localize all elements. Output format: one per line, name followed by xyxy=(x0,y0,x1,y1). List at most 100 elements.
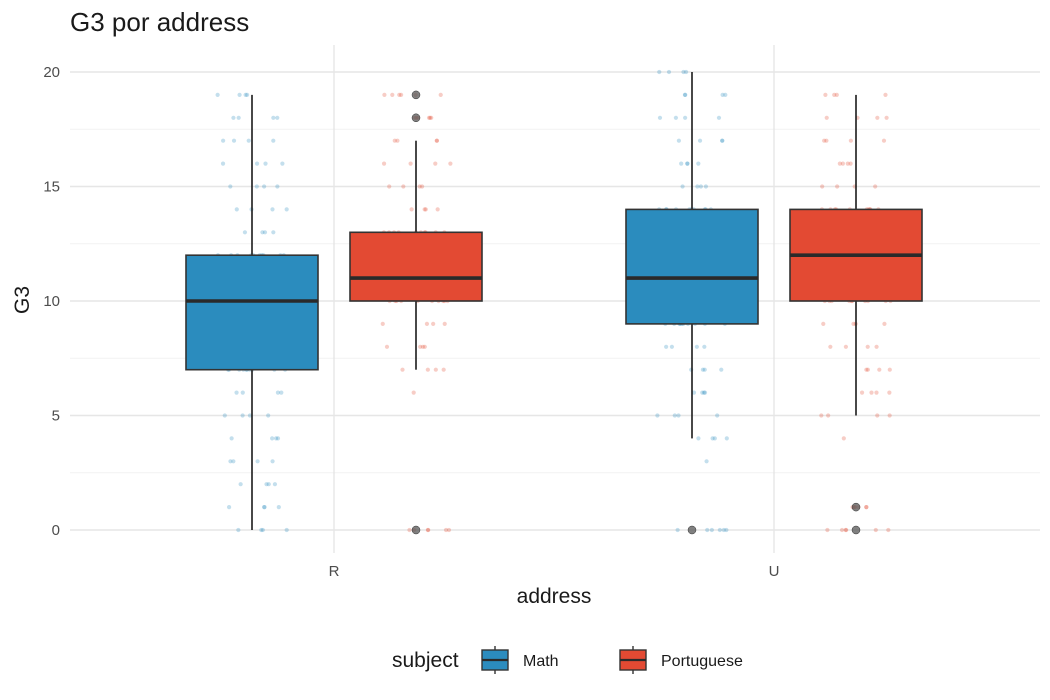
jitter-point xyxy=(700,390,705,395)
jitter-point xyxy=(409,207,414,212)
jitter-point xyxy=(851,321,856,326)
jitter-point xyxy=(676,413,681,418)
jitter-point xyxy=(666,69,672,75)
y-tick-label: 5 xyxy=(52,408,60,425)
jitter-point xyxy=(882,321,887,326)
jitter-point xyxy=(848,138,853,143)
jitter-point xyxy=(672,413,677,418)
jitter-point xyxy=(247,413,253,418)
jitter-point xyxy=(721,527,726,533)
jitter-point xyxy=(873,527,878,533)
jitter-point xyxy=(824,115,829,120)
jitter-point xyxy=(381,161,387,166)
jitter-point xyxy=(275,184,280,189)
jitter-point xyxy=(262,505,267,510)
jitter-point xyxy=(254,161,260,166)
legend-item-portuguese: Portuguese xyxy=(619,646,743,674)
jitter-point xyxy=(683,69,689,75)
jitter-point xyxy=(441,367,446,372)
outlier-point xyxy=(411,90,421,100)
jitter-point xyxy=(259,527,264,533)
jitter-point xyxy=(705,527,710,533)
jitter-point xyxy=(442,321,447,326)
jitter-point xyxy=(839,527,845,533)
jitter-point xyxy=(819,413,824,418)
jitter-point xyxy=(262,230,268,235)
jitter-point xyxy=(226,505,232,510)
jitter-point xyxy=(869,390,874,395)
legend: subject Math Portuguese xyxy=(392,646,743,674)
jitter-point xyxy=(392,138,397,143)
jitter-point xyxy=(723,92,728,97)
jitter-point xyxy=(874,390,879,395)
jitter-point xyxy=(275,115,280,120)
jitter-point xyxy=(864,505,869,510)
jitter-point xyxy=(424,321,430,326)
jitter-point xyxy=(700,367,706,372)
jitter-point xyxy=(841,436,846,441)
jitter-point xyxy=(712,436,717,441)
jitter-point xyxy=(844,527,849,533)
jitter-point xyxy=(240,390,245,395)
jitter-point xyxy=(821,321,826,326)
jitter-point xyxy=(715,413,720,418)
jitter-point xyxy=(429,115,434,120)
jitter-point xyxy=(669,344,675,349)
jitter-point xyxy=(873,184,878,189)
jitter-point xyxy=(664,344,669,349)
jitter-point xyxy=(254,184,259,189)
jitter-point xyxy=(657,115,663,120)
jitter-point xyxy=(221,138,226,143)
legend-label: Portuguese xyxy=(661,653,743,670)
jitter-point xyxy=(382,92,387,97)
jitter-point xyxy=(683,92,688,97)
jitter-point xyxy=(231,138,237,143)
jitter-point xyxy=(843,344,849,349)
box-math-u xyxy=(625,208,759,325)
jitter-point xyxy=(822,138,827,143)
jitter-point xyxy=(702,367,707,372)
jitter-point xyxy=(387,184,392,189)
y-tick-label: 15 xyxy=(43,179,60,196)
jitter-point xyxy=(720,138,725,143)
jitter-point xyxy=(222,413,227,418)
jitter-point xyxy=(266,482,271,487)
jitter-point xyxy=(864,505,869,510)
jitter-point xyxy=(231,459,236,464)
jitter-point xyxy=(284,207,289,212)
jitter-point xyxy=(266,413,271,418)
jitter-point xyxy=(682,92,688,97)
jitter-point xyxy=(675,527,680,533)
jitter-point xyxy=(408,161,413,166)
jitter-point xyxy=(401,184,406,189)
jitter-point xyxy=(276,505,281,510)
legend-item-math: Math xyxy=(481,646,559,674)
jitter-point xyxy=(407,527,412,533)
jitter-point xyxy=(681,69,686,75)
jitter-point xyxy=(720,92,725,97)
jitter-point xyxy=(270,207,275,212)
jitter-point xyxy=(279,390,284,395)
jitter-point xyxy=(709,527,714,533)
jitter-point xyxy=(237,92,242,97)
jitter-point xyxy=(703,184,708,189)
jitter-point xyxy=(887,367,892,372)
jitter-point xyxy=(859,390,865,395)
jitter-point xyxy=(427,115,433,120)
jitter-point xyxy=(835,184,840,189)
jitter-point xyxy=(848,161,853,166)
jitter-point xyxy=(683,115,688,120)
jitter-point xyxy=(418,344,423,349)
jitter-point xyxy=(698,184,703,189)
jitter-point xyxy=(275,436,281,441)
jitter-point xyxy=(280,161,285,166)
jitter-point xyxy=(243,92,248,97)
jitter-point xyxy=(837,161,842,166)
jitter-point xyxy=(685,161,690,166)
jitter-point xyxy=(845,161,850,166)
jitter-point xyxy=(399,92,404,97)
jitter-point xyxy=(238,482,243,487)
jitter-point xyxy=(886,527,891,533)
jitter-point xyxy=(229,436,234,441)
